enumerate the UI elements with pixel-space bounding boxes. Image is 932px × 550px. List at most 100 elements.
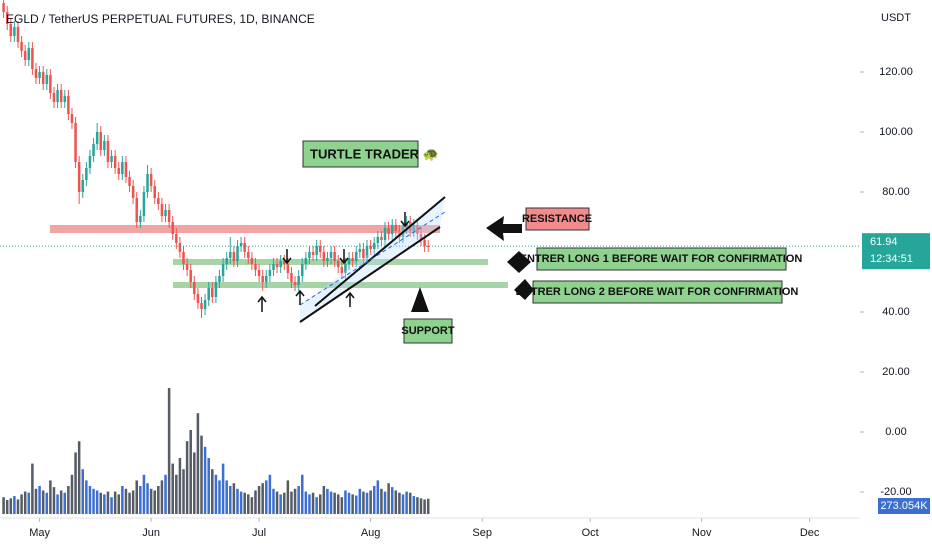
volume-bar [261,483,264,514]
candle-body [135,198,138,222]
volume-bar [408,492,412,514]
candle-body [38,72,41,78]
y-tick-label: 0.00 [885,426,906,438]
y-tick-label: 100.00 [879,126,913,138]
candle-body [146,174,149,192]
volume-bar [117,494,121,514]
volume-bar [405,491,408,514]
volume-bar [365,492,369,514]
candle-body [336,261,340,267]
candle-body [77,162,81,192]
volume-bar [401,494,405,514]
candle-body [333,252,336,261]
support-zone-1 [173,259,488,265]
volume-bar [279,494,282,514]
arrow-down [282,249,292,265]
volume-bar [124,488,128,514]
entry1-label: ENTRER LONG 1 BEFORE WAIT FOR CONFIRMATI… [520,253,803,265]
volume-bar [243,492,246,514]
y-tick-label: 20.00 [882,366,910,378]
volume-bar [13,496,16,514]
volume-bar [354,495,358,514]
candle-body [347,258,351,264]
last-volume-box [878,498,930,514]
volume-bar [49,480,52,514]
candle-body [380,237,383,240]
volume-bar [23,491,27,514]
brand-label: TURTLE TRADER 🐢 [310,146,439,161]
volume-bar [290,491,293,514]
volume-bar [63,492,67,514]
volume-bar [275,491,279,514]
volume-bar [88,486,92,514]
candle-body [106,141,110,162]
candle-body [304,258,308,264]
resistance-label: RESISTANCE [522,213,592,225]
candle-body [117,168,121,174]
volume-bar [211,469,214,514]
last-volume-label: 273.054K [880,500,928,512]
volume-bar [110,497,113,514]
volume-bar [344,490,347,514]
volume-bar [236,488,239,514]
volume-bar [239,491,243,514]
volume-bar [2,497,5,514]
x-tick-label: Aug [361,527,381,539]
volume-bar [419,498,423,514]
volume-bar [232,483,236,514]
volume-bar [247,494,250,514]
volume-bar [390,487,394,514]
candle-body [23,51,27,60]
volume-bar [52,487,56,514]
candle-body [27,48,31,60]
candle-body [423,240,426,246]
candle-body [124,162,128,177]
channel-upper [314,196,446,307]
candle-body [200,303,203,309]
candle-body [92,144,95,156]
volume-bar [394,490,398,514]
volume-bar [175,474,178,514]
volume-bar [329,491,333,514]
candle-body [59,90,63,102]
y-tick-label: -20.00 [880,486,911,498]
candle-body [268,270,272,276]
volume-bar [250,497,254,514]
candle-body [99,132,103,150]
volume-bar [146,483,149,514]
candle-body [16,27,20,42]
brand-box [302,140,419,168]
candle-body [354,252,358,261]
candle-body [387,228,390,234]
volume-bar [81,469,85,514]
candle-body [149,174,153,186]
annotations: TURTLE TRADER 🐢 RESISTANCE ENTRER LONG 1… [257,140,803,344]
candle-body [257,270,261,276]
volume-bar [16,499,20,514]
candle-body [293,282,297,285]
candle-body [110,156,113,162]
candle-body [203,300,207,309]
candle-body [81,180,85,192]
countdown-label: 12:34:51 [870,253,913,265]
volume-bar [178,458,182,514]
volume-bar [412,496,416,514]
volume-bar [387,483,390,514]
candle-body [308,252,311,258]
volume-bar [340,497,344,514]
resistance-zone [50,225,440,233]
volume-bar [322,486,326,514]
volume-bar [297,486,300,514]
candle-body [214,282,218,297]
candle-body [326,258,329,261]
volume-bar [34,488,38,514]
currency-label: USDT [881,12,911,24]
volume-bar [9,498,13,514]
chart-title: EGLD / TetherUS PERPETUAL FUTURES, 1D, B… [6,12,315,26]
volume-bar [372,486,376,514]
volume-bar [59,490,63,514]
x-tick-label: Dec [800,527,820,539]
volume-bar [27,492,31,514]
candle-body [67,96,70,114]
volume-bar [56,494,59,514]
